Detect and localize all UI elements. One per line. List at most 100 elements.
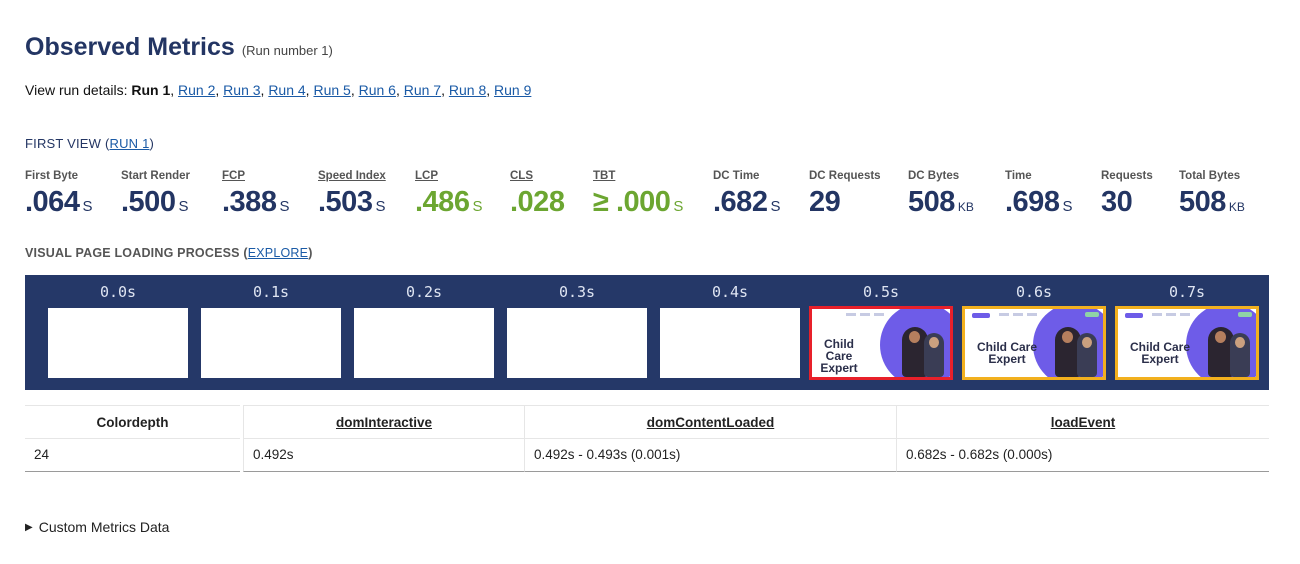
run-link-4[interactable]: Run 4 [268,82,306,98]
page-header: Observed Metrics (Run number 1) [25,33,333,62]
metric-value: .388 [222,186,277,218]
metric-value: ≥ .000 [593,186,671,218]
table-cell: 0.492s - 0.493s (0.001s) [524,439,896,472]
metric-requests: Requests 30 [1101,170,1153,219]
metric-value: .500 [121,186,176,218]
run-link-7[interactable]: Run 7 [403,82,442,98]
metric-label: Start Render [121,170,191,182]
frame-thumbnail[interactable]: Child Care Expert [809,306,953,380]
visual-progress-text: VISUAL PAGE LOADING PROCESS ( [25,246,248,260]
custom-metrics-toggle[interactable]: ▶ Custom Metrics Data [25,519,169,535]
first-view-run-link[interactable]: RUN 1 [109,136,150,151]
metric-label: Total Bytes [1179,170,1241,182]
frame-thumbnail[interactable] [201,308,341,378]
metric-dc-bytes: DC Bytes 508 KB [908,170,974,219]
metric-first-byte: First Byte .064 S [25,170,92,219]
metric-unit: S [1062,198,1073,215]
filmstrip-frame[interactable]: 0.1s [197,275,345,378]
visual-progress-label: VISUAL PAGE LOADING PROCESS (EXPLORE) [25,246,313,260]
filmstrip-frame[interactable]: 0.4s [656,275,804,378]
frame-time: 0.7s [1168,283,1206,301]
metric-label[interactable]: LCP [415,170,438,182]
visual-progress-close: ) [308,246,313,260]
metric-total-bytes: Total Bytes 508 KB [1179,170,1245,219]
run-link-8[interactable]: Run 8 [448,82,487,98]
metric-unit: S [375,198,386,215]
metric-unit: KB [1228,200,1245,214]
frame-time: 0.6s [1015,283,1053,301]
metric-time: Time .698 S [1005,170,1072,219]
table-column-domcontentloaded: domContentLoaded 0.492s - 0.493s (0.001s… [524,405,896,472]
frame-time: 0.4s [711,283,749,301]
filmstrip: 0.0s 0.1s 0.2s 0.3s 0.4s 0.5s Child Care… [25,275,1269,390]
run-details-label: View run details: [25,82,132,98]
metric-value: .503 [318,186,373,218]
frame-thumbnail[interactable] [48,308,188,378]
frame-time: 0.0s [99,283,137,301]
metric-unit: S [178,198,189,215]
metric-value: 30 [1101,186,1133,218]
metric-lcp[interactable]: LCP .486 S [415,170,482,219]
filmstrip-frame[interactable]: 0.3s [503,275,651,378]
metric-unit: S [770,198,781,215]
frame-thumbnail[interactable] [660,308,800,378]
filmstrip-frame[interactable]: 0.6s Child Care Expert [960,275,1108,380]
metric-unit: S [82,198,93,215]
frame-time: 0.3s [558,283,596,301]
table-header: Colordepth [25,405,240,439]
run-link-3[interactable]: Run 3 [223,82,261,98]
table-column-loadevent: loadEvent 0.682s - 0.682s (0.000s) [896,405,1269,472]
frame-time: 0.5s [862,283,900,301]
metric-value: 508 [1179,186,1226,218]
metric-label: DC Requests [809,170,881,182]
explore-link[interactable]: EXPLORE [247,246,309,260]
metric-cls[interactable]: CLS .028 [510,170,567,219]
run-link-2[interactable]: Run 2 [178,82,216,98]
metric-speed-index[interactable]: Speed Index .503 S [318,170,386,219]
metric-unit: KB [957,200,974,214]
thumbnail-headline: Child Care Expert [820,337,858,375]
metric-value: 508 [908,186,955,218]
table-cell: 24 [25,439,240,472]
current-run: Run 1 [131,82,171,98]
metric-start-render: Start Render .500 S [121,170,190,219]
filmstrip-frame[interactable]: 0.5s Child Care Expert [807,275,955,380]
run-link-6[interactable]: Run 6 [358,82,396,98]
frame-thumbnail[interactable]: Child Care Expert [1115,306,1259,380]
metric-value: .064 [25,186,80,218]
metric-value: .698 [1005,186,1060,218]
metric-value: .028 [510,186,565,218]
metric-label: Time [1005,170,1032,182]
metric-label[interactable]: FCP [222,170,245,182]
run-details: View run details: Run 1, Run 2, Run 3, R… [25,82,532,98]
metric-label[interactable]: CLS [510,170,533,182]
metric-value: .682 [713,186,768,218]
metric-label[interactable]: Speed Index [318,170,386,182]
page-screenshot: Child Care Expert [1118,309,1256,377]
metric-dc-time: DC Time .682 S [713,170,780,219]
page-screenshot: Child Care Expert [965,309,1103,377]
frame-thumbnail[interactable] [354,308,494,378]
run-link-5[interactable]: Run 5 [313,82,351,98]
table-header-link[interactable]: domInteractive [243,405,524,439]
table-header-link[interactable]: loadEvent [896,405,1269,439]
thumbnail-headline: Child Care Expert [976,340,1037,366]
metric-fcp[interactable]: FCP .388 S [222,170,289,219]
metric-label: DC Bytes [908,170,960,182]
first-view-label: FIRST VIEW (RUN 1) [25,136,154,151]
frame-thumbnail[interactable] [507,308,647,378]
metric-label: Requests [1101,170,1153,182]
table-column-dominteractive: domInteractive 0.492s [243,405,524,472]
run-number-note: (Run number 1) [241,43,333,58]
table-header-link[interactable]: domContentLoaded [524,405,896,439]
metric-tbt[interactable]: TBT ≥ .000 S [593,170,683,219]
metric-value: .486 [415,186,470,218]
frame-time: 0.2s [405,283,443,301]
metric-label[interactable]: TBT [593,170,616,182]
frame-thumbnail[interactable]: Child Care Expert [962,306,1106,380]
run-link-9[interactable]: Run 9 [494,82,532,98]
table-column-colordepth: Colordepth 24 [25,405,240,472]
filmstrip-frame[interactable]: 0.7s Child Care Expert [1113,275,1261,380]
filmstrip-frame[interactable]: 0.2s [350,275,498,378]
filmstrip-frame[interactable]: 0.0s [44,275,192,378]
